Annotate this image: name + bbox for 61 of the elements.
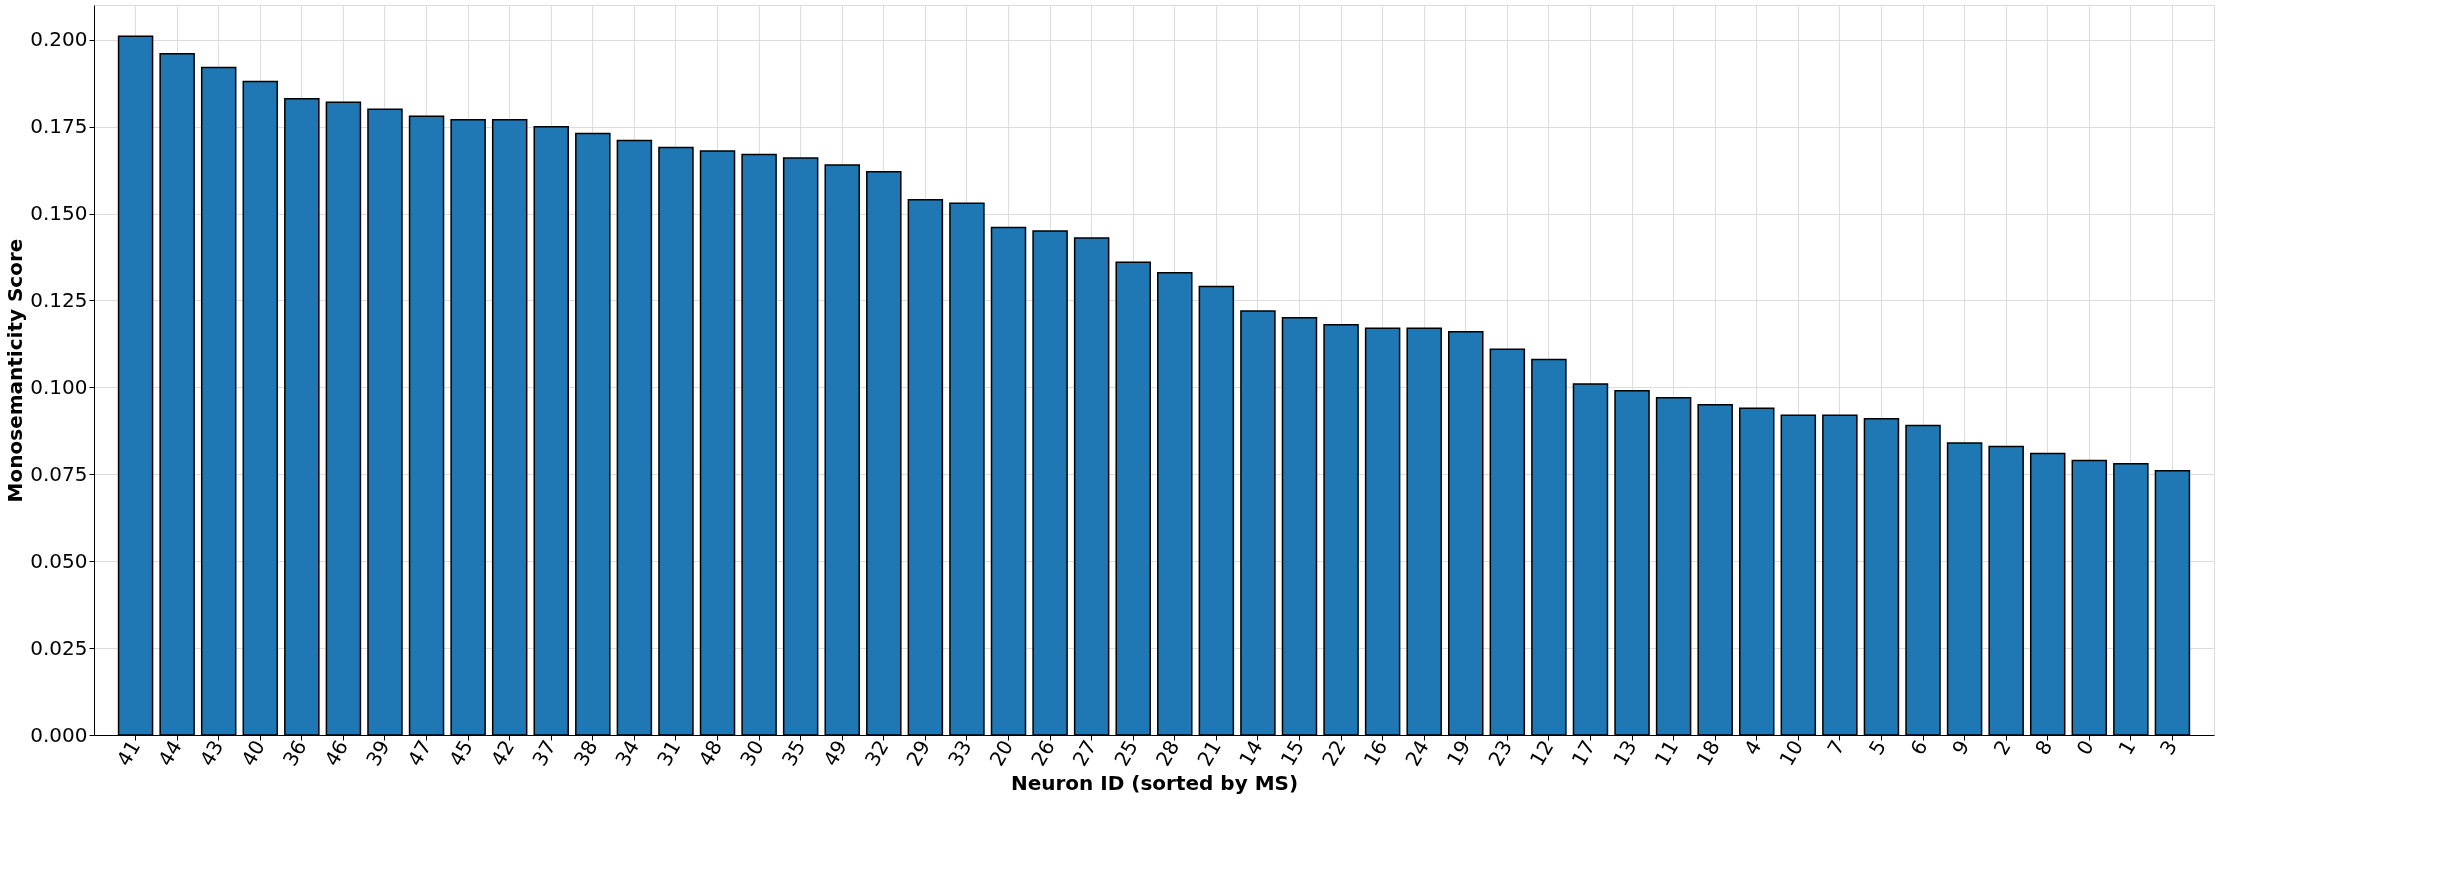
y-tick-label: 0.000 [30,722,88,747]
x-tick-label: 47 [402,736,437,771]
x-tick-label: 20 [984,736,1019,771]
x-tick-label: 28 [1150,736,1185,771]
x-tick-label: 44 [153,736,187,771]
x-tick-label: 6 [1905,736,1933,760]
x-tick-label: 15 [1275,736,1310,771]
x-tick-label: 42 [485,736,520,771]
x-tick-label: 11 [1649,736,1684,771]
y-axis-title: Monosemanticity Score [3,238,28,503]
x-tick-label: 34 [610,736,644,771]
x-tick-label: 4 [1739,736,1767,760]
y-tick-label: 0.100 [30,374,88,399]
x-tick-label: 35 [776,736,811,771]
y-tick-label: 0.050 [30,548,88,573]
x-tick-label: 22 [1317,736,1351,771]
x-tick-label: 38 [568,736,603,771]
x-tick-label: 25 [1109,736,1143,771]
x-axis-title: Neuron ID (sorted by MS) [1010,770,1299,795]
y-tick-label: 0.125 [30,287,88,312]
x-tick-label: 46 [319,736,353,771]
x-tick-label: 48 [693,736,728,771]
x-tick-label: 24 [1400,736,1434,771]
y-tick-label: 0.200 [30,27,88,52]
y-tick-label: 0.075 [30,461,88,486]
x-tick-label: 18 [1691,736,1725,771]
x-tick-label: 32 [859,736,894,771]
x-tick-label: 33 [942,736,977,771]
x-tick-label: 9 [1946,736,1975,760]
x-tick-label: 26 [1026,736,1060,771]
x-tick-label: 14 [1233,736,1268,771]
x-tick-label: 16 [1358,736,1393,771]
x-tick-label: 7 [1822,736,1850,760]
x-tick-label: 21 [1192,736,1226,771]
x-tick-label: 19 [1441,736,1476,771]
x-tick-label: 49 [818,736,852,771]
x-tick-label: 0 [2071,736,2099,760]
x-tick-label: 27 [1067,736,1102,771]
x-tick-label: 2 [1988,736,2016,760]
x-tick-label: 39 [361,736,395,771]
x-tick-label: 36 [277,736,312,771]
x-tick-label: 41 [111,736,146,771]
x-tick-label: 3 [2154,736,2182,760]
x-tick-label: 13 [1608,736,1642,771]
x-tick-label: 37 [527,736,561,771]
x-tick-label: 10 [1774,736,1808,771]
x-tick-label: 23 [1483,736,1517,771]
x-tick-label: 45 [444,736,478,771]
x-tick-label: 29 [901,736,935,771]
x-tick-label: 40 [236,736,270,771]
x-tick-label: 17 [1566,736,1600,771]
y-tick-label: 0.025 [30,635,88,660]
y-tick-label: 0.175 [30,114,88,139]
x-tick-label: 12 [1524,736,1559,771]
x-tick-label: 1 [2113,736,2141,760]
y-tick-label: 0.150 [30,201,88,226]
x-tick-label: 31 [651,736,686,771]
x-tick-label: 30 [735,736,769,771]
x-tick-label: 43 [194,736,229,771]
x-tick-label: 8 [2030,736,2058,760]
x-tick-label: 5 [1863,736,1891,760]
